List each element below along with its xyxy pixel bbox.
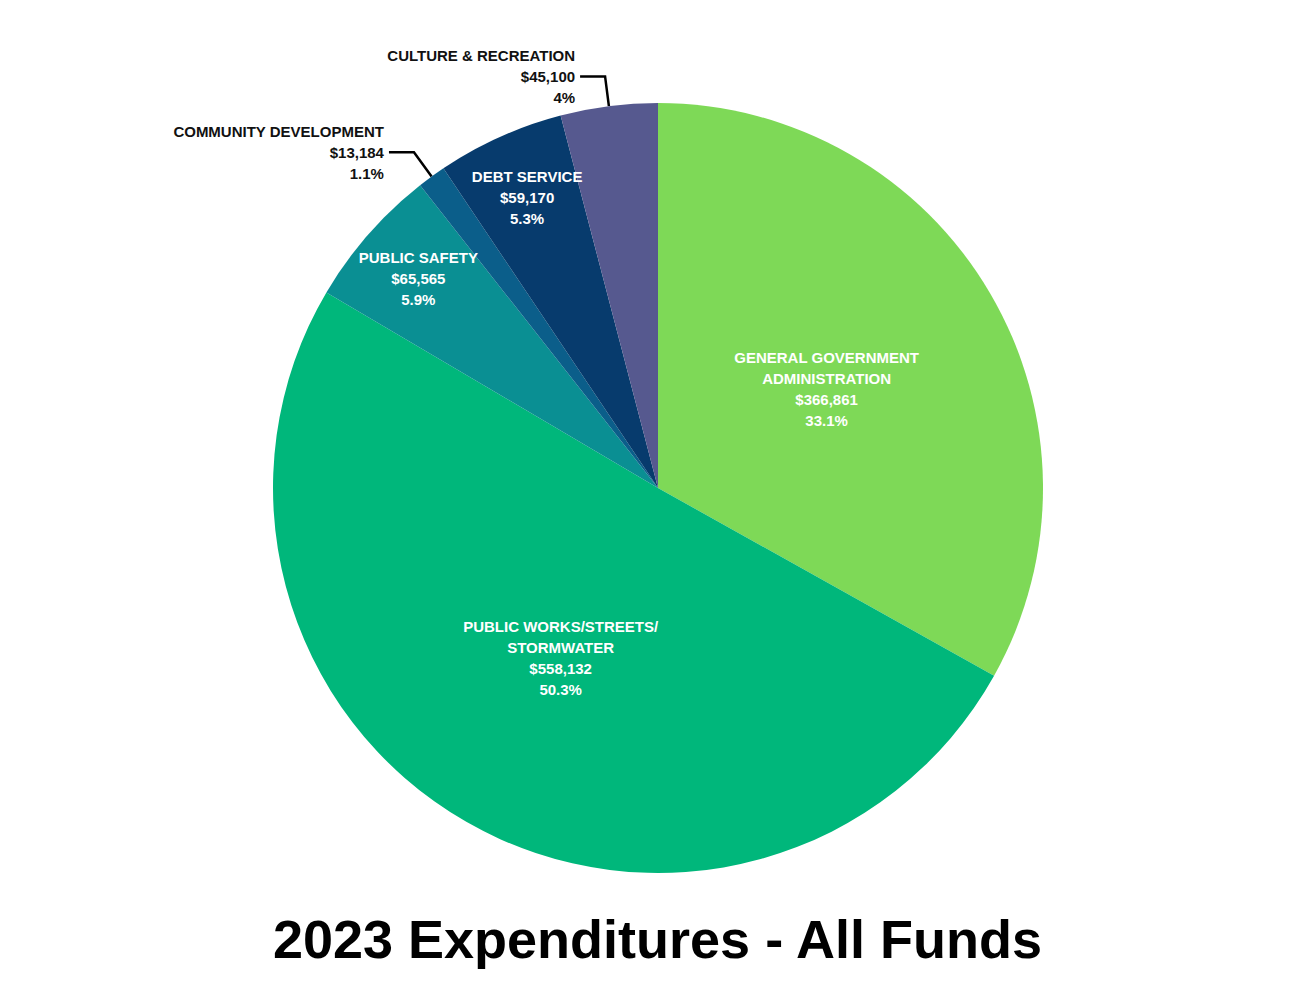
- svg-text:$13,184: $13,184: [330, 144, 385, 161]
- svg-text:4%: 4%: [553, 89, 575, 106]
- svg-text:COMMUNITY DEVELOPMENT: COMMUNITY DEVELOPMENT: [173, 123, 384, 140]
- svg-text:50.3%: 50.3%: [539, 681, 582, 698]
- svg-text:$45,100: $45,100: [521, 68, 575, 85]
- svg-text:PUBLIC WORKS/STREETS/: PUBLIC WORKS/STREETS/: [463, 618, 659, 635]
- svg-text:1.1%: 1.1%: [350, 165, 384, 182]
- svg-text:DEBT SERVICE: DEBT SERVICE: [472, 168, 583, 185]
- svg-text:GENERAL GOVERNMENT: GENERAL GOVERNMENT: [734, 349, 919, 366]
- svg-text:5.3%: 5.3%: [510, 210, 544, 227]
- svg-text:$558,132: $558,132: [529, 660, 592, 677]
- svg-text:$65,565: $65,565: [391, 270, 445, 287]
- svg-text:$366,861: $366,861: [795, 391, 858, 408]
- svg-text:5.9%: 5.9%: [401, 291, 435, 308]
- svg-text:STORMWATER: STORMWATER: [507, 639, 614, 656]
- svg-text:PUBLIC SAFETY: PUBLIC SAFETY: [359, 249, 478, 266]
- svg-text:33.1%: 33.1%: [805, 412, 848, 429]
- svg-text:2023 Expenditures - All Funds: 2023 Expenditures - All Funds: [273, 909, 1042, 969]
- svg-text:CULTURE & RECREATION: CULTURE & RECREATION: [387, 47, 575, 64]
- svg-text:$59,170: $59,170: [500, 189, 554, 206]
- svg-text:ADMINISTRATION: ADMINISTRATION: [762, 370, 891, 387]
